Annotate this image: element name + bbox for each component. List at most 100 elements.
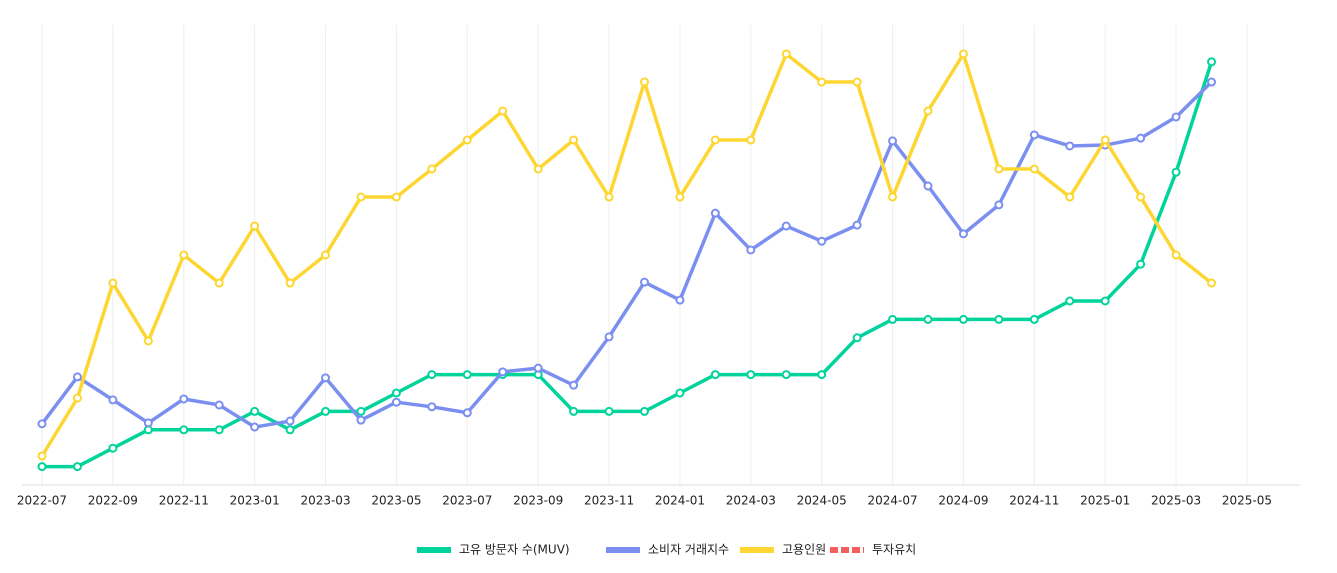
data-point bbox=[746, 245, 756, 255]
x-tick-label: 2023-07 bbox=[442, 494, 492, 508]
x-tick-label: 2024-07 bbox=[867, 494, 917, 508]
data-point bbox=[1065, 296, 1075, 306]
data-point bbox=[214, 425, 224, 435]
x-tick-label: 2025-01 bbox=[1080, 494, 1130, 508]
data-point bbox=[1065, 192, 1075, 202]
legend-label: 고용인원 bbox=[782, 543, 826, 557]
data-point bbox=[923, 314, 933, 324]
data-point bbox=[604, 406, 614, 416]
data-point bbox=[1136, 259, 1146, 269]
data-point bbox=[888, 136, 898, 146]
data-point bbox=[710, 208, 720, 218]
series-line bbox=[42, 61, 1214, 469]
data-point bbox=[462, 135, 472, 145]
data-point bbox=[604, 192, 614, 202]
data-point bbox=[604, 332, 614, 342]
data-point bbox=[498, 367, 508, 377]
data-point bbox=[639, 406, 649, 416]
data-point bbox=[852, 220, 862, 230]
x-tick-label: 2024-05 bbox=[797, 494, 847, 508]
data-point bbox=[498, 106, 508, 116]
data-point bbox=[72, 462, 82, 472]
data-point bbox=[639, 77, 649, 87]
data-point bbox=[321, 406, 331, 416]
data-point bbox=[108, 278, 118, 288]
data-point bbox=[710, 135, 720, 145]
x-tick-label: 2022-11 bbox=[159, 494, 209, 508]
data-point bbox=[321, 373, 331, 383]
data-point bbox=[250, 422, 260, 432]
data-point bbox=[781, 370, 791, 380]
x-tick-label: 2022-09 bbox=[88, 494, 138, 508]
data-point bbox=[321, 250, 331, 260]
data-point bbox=[1100, 296, 1110, 306]
data-point bbox=[1029, 130, 1039, 140]
data-point bbox=[888, 192, 898, 202]
x-tick-label: 2022-07 bbox=[17, 494, 67, 508]
data-point bbox=[923, 181, 933, 191]
data-point bbox=[710, 370, 720, 380]
data-point bbox=[356, 192, 366, 202]
data-point bbox=[143, 418, 153, 428]
data-point bbox=[37, 419, 47, 429]
data-point bbox=[569, 406, 579, 416]
data-point bbox=[427, 402, 437, 412]
data-point bbox=[888, 314, 898, 324]
data-point bbox=[569, 135, 579, 145]
x-tick-label: 2023-05 bbox=[371, 494, 421, 508]
data-point bbox=[817, 236, 827, 246]
data-point bbox=[1065, 141, 1075, 151]
data-point bbox=[427, 370, 437, 380]
data-point bbox=[285, 425, 295, 435]
data-point bbox=[391, 192, 401, 202]
data-point bbox=[108, 395, 118, 405]
data-point bbox=[72, 393, 82, 403]
x-tick-label: 2024-01 bbox=[655, 494, 705, 508]
x-tick-label: 2023-01 bbox=[230, 494, 280, 508]
x-tick-label: 2025-05 bbox=[1222, 494, 1272, 508]
data-point bbox=[852, 333, 862, 343]
data-point bbox=[533, 164, 543, 174]
data-point bbox=[958, 49, 968, 59]
data-point bbox=[1171, 250, 1181, 260]
data-point bbox=[675, 295, 685, 305]
data-point bbox=[1207, 77, 1217, 87]
data-point bbox=[1171, 112, 1181, 122]
legend-label: 투자유치 bbox=[872, 543, 916, 557]
data-point bbox=[1029, 164, 1039, 174]
x-tick-label: 2023-03 bbox=[300, 494, 350, 508]
data-point bbox=[250, 406, 260, 416]
data-point bbox=[675, 192, 685, 202]
x-tick-label: 2024-11 bbox=[1009, 494, 1059, 508]
x-tick-label: 2024-09 bbox=[938, 494, 988, 508]
data-point bbox=[994, 200, 1004, 210]
data-point bbox=[569, 380, 579, 390]
data-point bbox=[781, 221, 791, 231]
data-point bbox=[179, 250, 189, 260]
data-point bbox=[37, 462, 47, 472]
data-point bbox=[1029, 314, 1039, 324]
data-point bbox=[817, 370, 827, 380]
data-point bbox=[356, 415, 366, 425]
data-point bbox=[994, 164, 1004, 174]
data-point bbox=[462, 370, 472, 380]
data-point bbox=[391, 397, 401, 407]
data-point bbox=[994, 314, 1004, 324]
data-point bbox=[391, 388, 401, 398]
data-point bbox=[37, 451, 47, 461]
data-point bbox=[675, 388, 685, 398]
data-point bbox=[1100, 135, 1110, 145]
data-point bbox=[852, 77, 862, 87]
legend-label: 고유 방문자 수(MUV) bbox=[459, 543, 570, 557]
data-point bbox=[462, 408, 472, 418]
data-point bbox=[1136, 133, 1146, 143]
data-point bbox=[533, 363, 543, 373]
x-tick-label: 2023-09 bbox=[513, 494, 563, 508]
legend-label: 소비자 거래지수 bbox=[648, 543, 729, 557]
series-line bbox=[40, 52, 1213, 457]
data-point bbox=[817, 77, 827, 87]
data-point bbox=[1171, 167, 1181, 177]
data-point bbox=[958, 314, 968, 324]
data-point bbox=[214, 400, 224, 410]
